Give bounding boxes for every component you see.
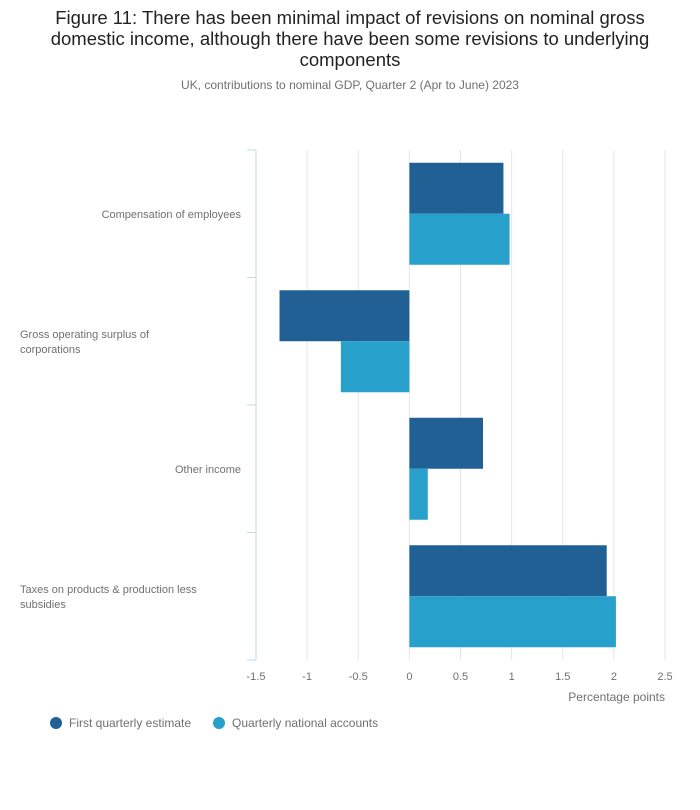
category-label: Gross operating surplus of corporations xyxy=(20,329,150,356)
x-tick-label: -1 xyxy=(302,671,312,683)
bar-series-1-0 xyxy=(409,162,504,214)
legend-label-series-2: Quarterly national accounts xyxy=(232,716,379,730)
x-tick-label: -0.5 xyxy=(349,671,368,683)
category-label: Other income xyxy=(175,464,241,476)
x-tick-label: 1.5 xyxy=(555,671,570,683)
x-tick-label: 1 xyxy=(509,671,515,683)
bar-series-2-1 xyxy=(340,341,410,393)
legend-item-first-quarterly-estimate[interactable]: First quarterly estimate xyxy=(50,716,191,730)
bar-series-2-2 xyxy=(409,468,428,520)
legend-item-quarterly-national-accounts[interactable]: Quarterly national accounts xyxy=(213,716,378,730)
legend-swatch-series-2 xyxy=(213,717,226,729)
x-tick-label: 0.5 xyxy=(453,671,468,683)
chart-subtitle: UK, contributions to nominal GDP, Quarte… xyxy=(181,78,519,92)
x-tick-label: 2.5 xyxy=(657,671,672,683)
category-label: Compensation of employees xyxy=(102,209,242,221)
bar-series-1-3 xyxy=(409,545,607,597)
bar-series-1-1 xyxy=(279,290,410,342)
legend-label-series-1: First quarterly estimate xyxy=(69,716,192,730)
bar-series-2-3 xyxy=(409,596,616,648)
chart-title: Figure 11: There has been minimal impact… xyxy=(50,7,650,70)
legend: First quarterly estimate Quarterly natio… xyxy=(50,716,378,730)
x-axis-title: Percentage points xyxy=(568,690,665,704)
x-tick-label: 0 xyxy=(406,671,412,683)
x-tick-label: -1.5 xyxy=(247,671,266,683)
x-tick-label: 2 xyxy=(611,671,617,683)
bar-series-1-2 xyxy=(409,417,483,469)
category-label: Taxes on products & production less subsi… xyxy=(20,584,197,611)
bar-series-2-0 xyxy=(409,213,510,265)
legend-swatch-series-1 xyxy=(50,717,62,729)
